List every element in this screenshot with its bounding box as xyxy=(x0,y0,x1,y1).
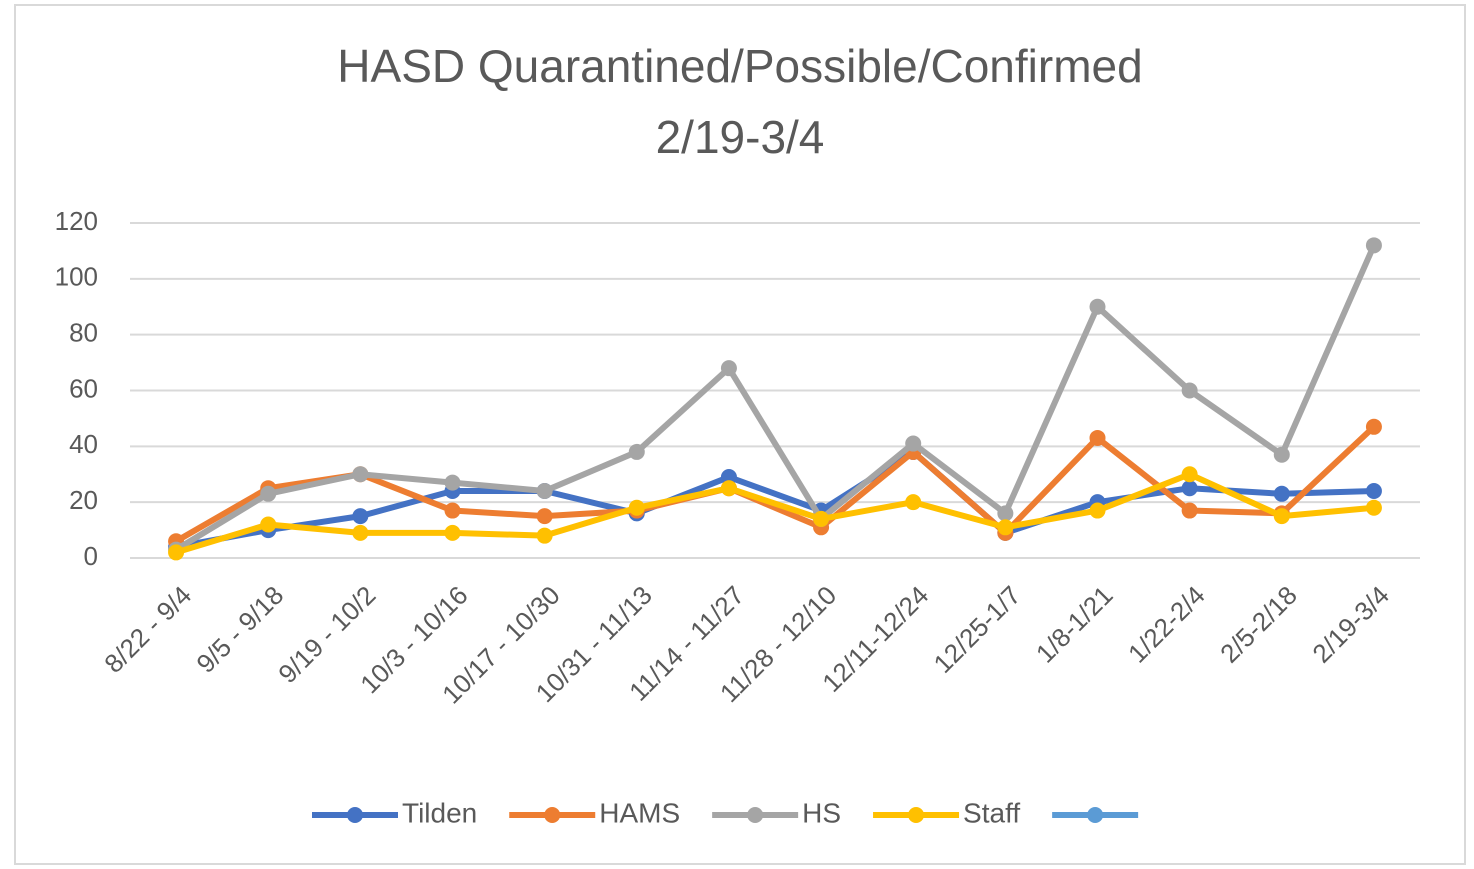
point xyxy=(997,519,1014,536)
point xyxy=(1273,508,1290,525)
y-tick-label: 100 xyxy=(55,262,98,292)
point xyxy=(720,469,737,486)
point xyxy=(352,466,369,483)
point xyxy=(905,494,922,511)
point xyxy=(1089,298,1106,315)
point xyxy=(1365,237,1382,254)
point xyxy=(260,516,277,533)
legend-marker xyxy=(908,807,925,823)
point xyxy=(1181,502,1198,519)
legend-label: HAMS xyxy=(599,797,680,828)
point xyxy=(444,502,461,519)
legend-label: HS xyxy=(802,797,841,828)
point xyxy=(720,360,737,377)
point xyxy=(1365,483,1382,499)
point xyxy=(444,474,461,491)
legend-label: Tilden xyxy=(402,797,477,828)
chart-subtitle: 2/19-3/4 xyxy=(656,111,825,163)
point xyxy=(1365,499,1382,516)
point xyxy=(536,508,553,525)
legend-marker xyxy=(544,807,561,823)
point xyxy=(1181,466,1198,483)
point xyxy=(720,480,737,497)
legend-marker xyxy=(1087,807,1104,823)
point xyxy=(444,524,461,541)
point xyxy=(352,524,369,541)
point xyxy=(628,499,645,516)
point xyxy=(905,435,922,452)
point xyxy=(352,508,369,525)
point xyxy=(260,485,277,502)
legend-marker xyxy=(747,807,764,823)
point xyxy=(1273,446,1290,463)
point xyxy=(813,510,830,527)
point xyxy=(628,443,645,460)
point xyxy=(1089,502,1106,519)
y-tick-label: 80 xyxy=(69,318,98,348)
y-tick-label: 60 xyxy=(69,373,98,403)
legend-label: Staff xyxy=(963,797,1020,828)
y-tick-label: 40 xyxy=(69,429,98,459)
chart-title: HASD Quarantined/Possible/Confirmed xyxy=(337,40,1142,92)
point xyxy=(168,544,185,561)
point xyxy=(997,505,1014,522)
point xyxy=(1365,418,1382,435)
point xyxy=(536,483,553,499)
series-line xyxy=(174,424,1376,544)
point xyxy=(1181,480,1198,497)
series-line xyxy=(175,448,1375,550)
chart-border xyxy=(14,4,1466,865)
series-line xyxy=(175,471,1375,556)
y-tick-label: 120 xyxy=(55,206,98,236)
y-tick-label: 20 xyxy=(69,485,98,515)
y-tick-label: 0 xyxy=(84,541,98,571)
point xyxy=(1273,485,1290,502)
point xyxy=(1181,382,1198,399)
point xyxy=(1089,429,1106,446)
point xyxy=(536,527,553,544)
legend-marker xyxy=(347,807,363,823)
series-line xyxy=(174,244,1377,553)
